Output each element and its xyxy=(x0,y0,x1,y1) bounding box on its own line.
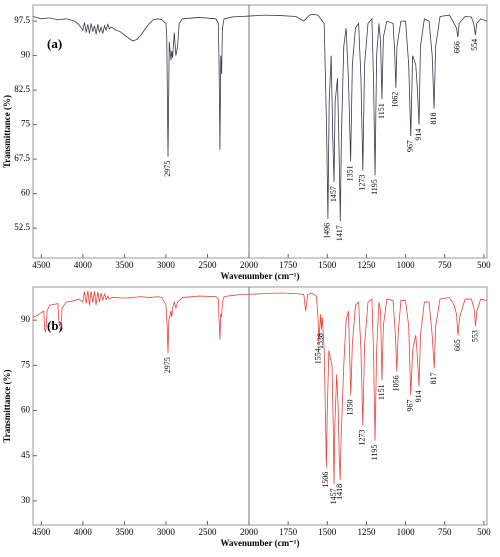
x-tick-label: 2500 xyxy=(198,527,217,537)
x-tick-label: 1500 xyxy=(318,260,337,270)
x-tick-label: 4000 xyxy=(74,260,93,270)
x-tick-label: 1000 xyxy=(397,527,416,537)
peak-label: 1273 xyxy=(358,175,367,191)
x-tick-label: 1250 xyxy=(357,260,376,270)
peak-label: 967 xyxy=(406,140,415,152)
y-tick-label: 90 xyxy=(21,314,31,324)
x-tick-label: 1000 xyxy=(397,260,416,270)
x-tick-label: 2500 xyxy=(198,260,217,270)
x-tick-label: 2000 xyxy=(240,260,259,270)
x-tick-label: 4500 xyxy=(32,527,51,537)
y-tick-label: 67.5 xyxy=(14,153,30,163)
x-tick-label: 3000 xyxy=(157,527,176,537)
peak-label: 1351 xyxy=(345,165,354,181)
y-tick-label: 75 xyxy=(21,359,31,369)
peak-label: 1496 xyxy=(323,223,332,239)
peak-label: 1538 xyxy=(316,333,325,349)
peak-label: 1195 xyxy=(370,179,379,195)
peak-label: 1062 xyxy=(391,92,400,108)
peak-label: 914 xyxy=(414,390,423,402)
x-tick-label: 3000 xyxy=(157,260,176,270)
plot-frame xyxy=(32,4,488,259)
peak-label: 1195 xyxy=(370,445,379,461)
peak-label: 1056 xyxy=(392,375,401,391)
x-tick-label: 500 xyxy=(477,260,491,270)
x-tick-label: 4000 xyxy=(74,527,93,537)
y-tick-label: 30 xyxy=(21,495,31,505)
y-tick-label: 45 xyxy=(21,450,31,460)
peak-label: 967 xyxy=(406,399,415,411)
y-tick-label: 97.5 xyxy=(14,15,30,25)
x-axis-label: Wavenumber (cm⁻¹) xyxy=(220,271,299,281)
plot-frame xyxy=(32,286,488,526)
x-tick-label: 1500 xyxy=(318,527,337,537)
x-tick-label: 1250 xyxy=(357,527,376,537)
y-axis-label: Transmittance (%) xyxy=(2,95,12,168)
peak-label: 1417 xyxy=(335,225,344,241)
y-tick-label: 90 xyxy=(21,50,31,60)
peak-label: 1457 xyxy=(329,186,338,202)
x-tick-label: 750 xyxy=(438,527,452,537)
y-tick-label: 60 xyxy=(21,405,31,415)
peak-label: 665 xyxy=(453,339,462,351)
peak-label: 1418 xyxy=(335,484,344,500)
peak-label: 817 xyxy=(429,372,438,384)
x-axis-label: Wavenumber (cm⁻¹) xyxy=(220,538,299,548)
x-tick-label: 1750 xyxy=(279,527,298,537)
peak-label: 2975 xyxy=(163,161,172,177)
y-axis-label: Transmittance (%) xyxy=(2,369,12,442)
y-tick-label: 82.5 xyxy=(14,84,30,94)
peak-label: 553 xyxy=(470,330,479,342)
y-tick-label: 52.5 xyxy=(14,222,30,232)
spectrum-line xyxy=(32,290,488,485)
x-tick-label: 750 xyxy=(438,260,452,270)
peak-label: 818 xyxy=(429,113,438,125)
peak-label: 1151 xyxy=(377,384,386,400)
x-tick-label: 4500 xyxy=(32,260,51,270)
peak-label: 1273 xyxy=(358,430,367,446)
y-tick-label: 60 xyxy=(21,188,31,198)
peak-label: 666 xyxy=(453,41,462,53)
spectrum-line xyxy=(32,13,488,222)
peak-label: 2975 xyxy=(163,357,172,373)
x-tick-label: 500 xyxy=(477,527,491,537)
panel-label: (a) xyxy=(47,36,62,51)
y-tick-label: 75 xyxy=(21,119,31,129)
peak-label: 554 xyxy=(470,39,479,51)
peak-label: 1506 xyxy=(321,472,330,488)
x-tick-label: 3500 xyxy=(115,527,134,537)
peak-label: 1457 xyxy=(329,488,338,504)
peak-label: 914 xyxy=(414,129,423,141)
peak-label: 1554 xyxy=(314,348,323,364)
peak-label: 1350 xyxy=(346,399,355,415)
x-tick-label: 3500 xyxy=(115,260,134,270)
x-tick-label: 2000 xyxy=(240,527,259,537)
x-tick-label: 1750 xyxy=(279,260,298,270)
peak-label: 1151 xyxy=(377,103,386,119)
